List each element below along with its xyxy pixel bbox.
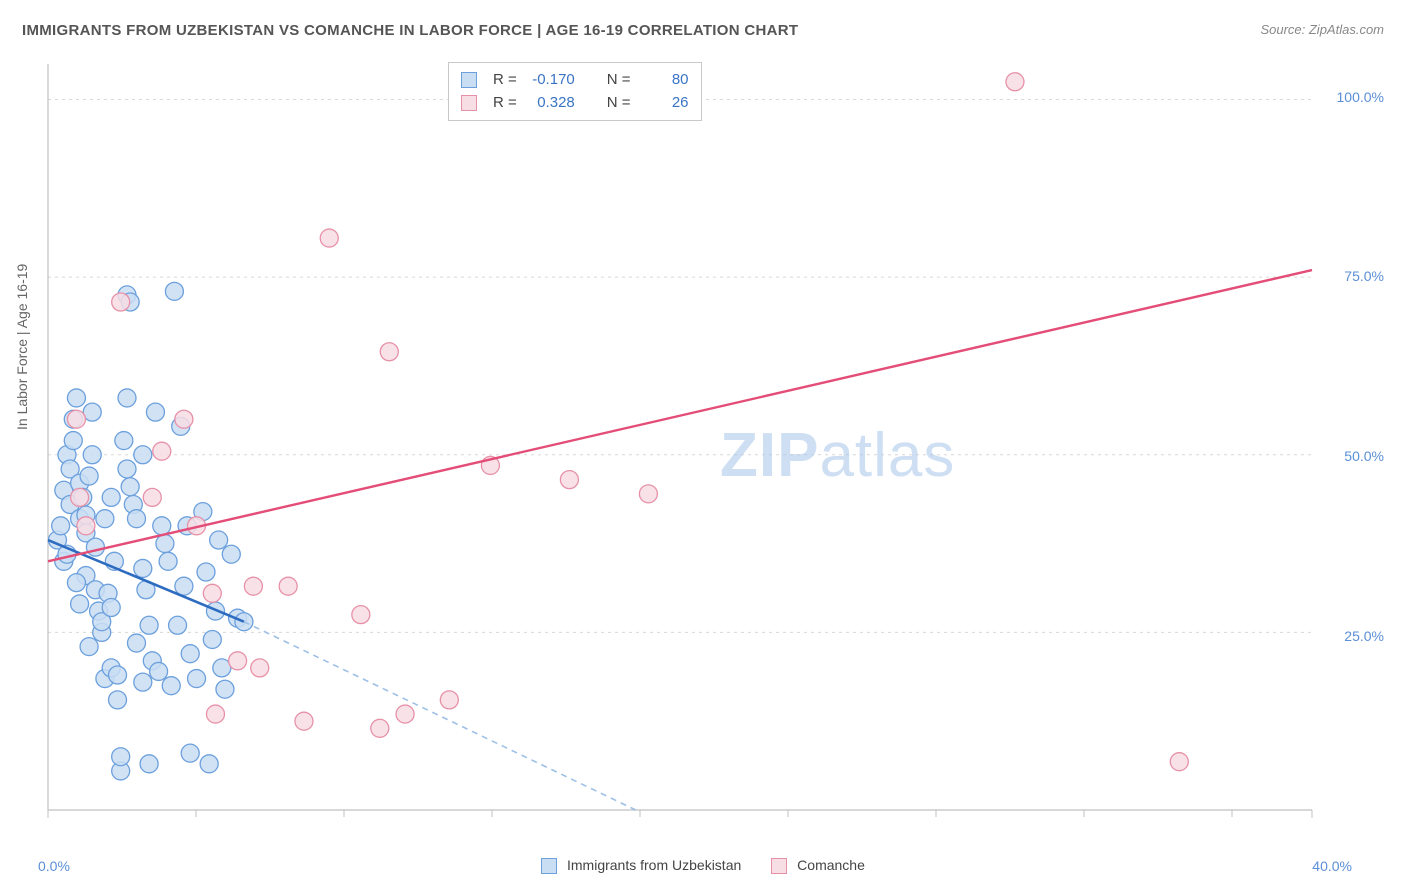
legend-swatch: [461, 95, 477, 111]
stats-legend-row: R = -0.170 N = 80: [461, 69, 689, 92]
chart-title: IMMIGRANTS FROM UZBEKISTAN VS COMANCHE I…: [22, 22, 798, 39]
y-axis-label: In Labor Force | Age 16-19: [14, 264, 30, 430]
stats-legend: R = -0.170 N = 80 R = 0.328 N = 26: [448, 62, 702, 121]
n-label: N =: [607, 69, 631, 92]
y-tick-label: 25.0%: [1344, 628, 1384, 644]
n-label: N =: [607, 92, 631, 115]
source-label: Source: ZipAtlas.com: [1260, 22, 1384, 37]
legend-swatch: [541, 858, 557, 874]
y-tick-label: 50.0%: [1344, 448, 1384, 464]
y-tick-label: 100.0%: [1337, 89, 1384, 105]
legend-swatch: [771, 858, 787, 874]
n-value: 80: [641, 69, 689, 92]
legend-item: Immigrants from Uzbekistan: [541, 857, 741, 874]
bottom-legend: Immigrants from Uzbekistan Comanche: [0, 857, 1406, 874]
r-value: -0.170: [527, 69, 575, 92]
r-label: R =: [493, 69, 517, 92]
stats-legend-row: R = 0.328 N = 26: [461, 92, 689, 115]
legend-item: Comanche: [771, 857, 865, 874]
r-label: R =: [493, 92, 517, 115]
legend-swatch: [461, 72, 477, 88]
y-tick-label: 75.0%: [1344, 268, 1384, 284]
n-value: 26: [641, 92, 689, 115]
legend-label: Immigrants from Uzbekistan: [567, 857, 741, 873]
chart-plot: [42, 60, 1358, 824]
legend-label: Comanche: [797, 857, 865, 873]
scatter-chart-svg: [42, 60, 1358, 824]
r-value: 0.328: [527, 92, 575, 115]
